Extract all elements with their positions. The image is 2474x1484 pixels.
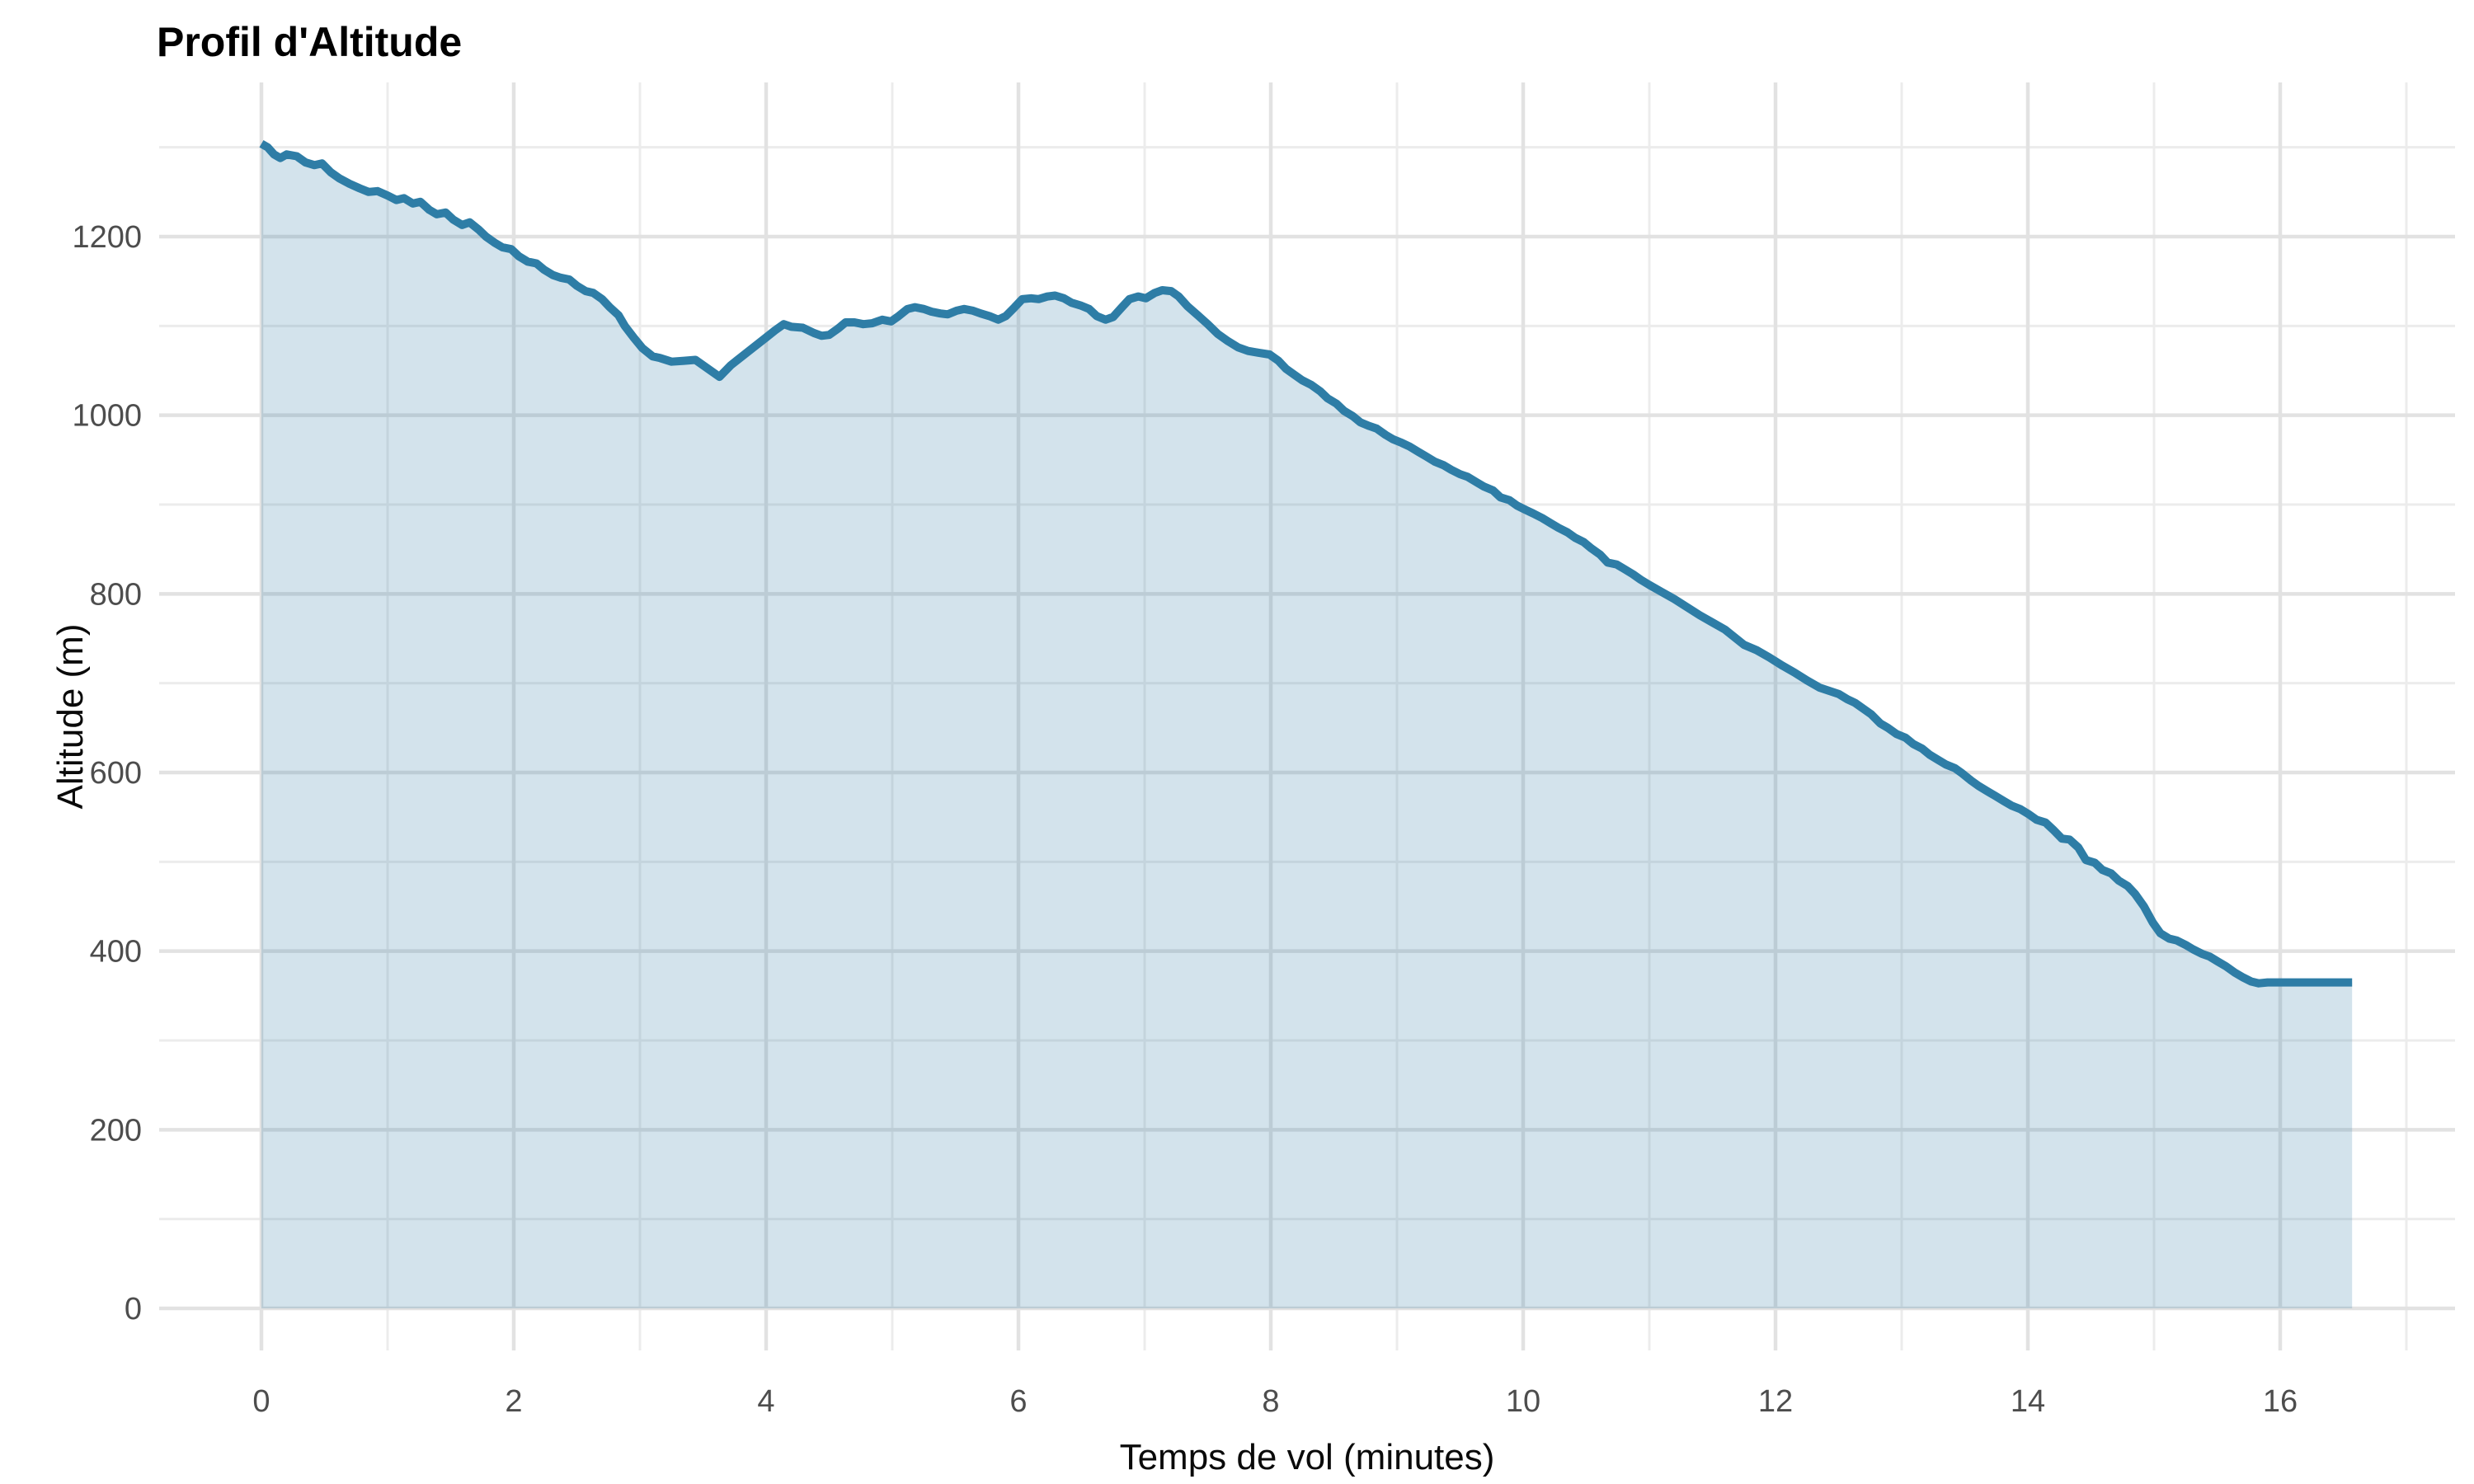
tick-label: 12 (1758, 1384, 1793, 1419)
y-axis-title: Altitude (m) (50, 624, 91, 810)
tick-label: 600 (90, 756, 142, 791)
gridlines-minor (159, 82, 2455, 1350)
altitude-area-fill (261, 143, 2353, 1308)
gridlines-major (159, 82, 2455, 1350)
chart-title: Profil d'Altitude (157, 19, 462, 65)
tick-label: 8 (1262, 1384, 1279, 1419)
tick-label: 2 (505, 1384, 522, 1419)
tick-label: 10 (1506, 1384, 1540, 1419)
tick-label: 0 (252, 1384, 270, 1419)
x-axis-tick-labels: 0 2 4 6 8 10 12 14 16 (252, 1384, 2298, 1419)
tick-label: 6 (1009, 1384, 1027, 1419)
y-axis-tick-labels: 0 200 400 600 800 1000 1200 (72, 220, 142, 1327)
x-axis-title: Temps de vol (minutes) (1120, 1437, 1495, 1477)
tick-label: 800 (90, 577, 142, 612)
tick-label: 400 (90, 935, 142, 970)
altitude-line (259, 139, 2353, 988)
tick-label: 1000 (72, 399, 142, 434)
tick-label: 14 (2011, 1384, 2045, 1419)
tick-label: 1200 (72, 220, 142, 255)
tick-label: 16 (2263, 1384, 2298, 1419)
tick-label: 4 (757, 1384, 774, 1419)
tick-label: 0 (125, 1292, 142, 1327)
tick-label: 200 (90, 1113, 142, 1148)
